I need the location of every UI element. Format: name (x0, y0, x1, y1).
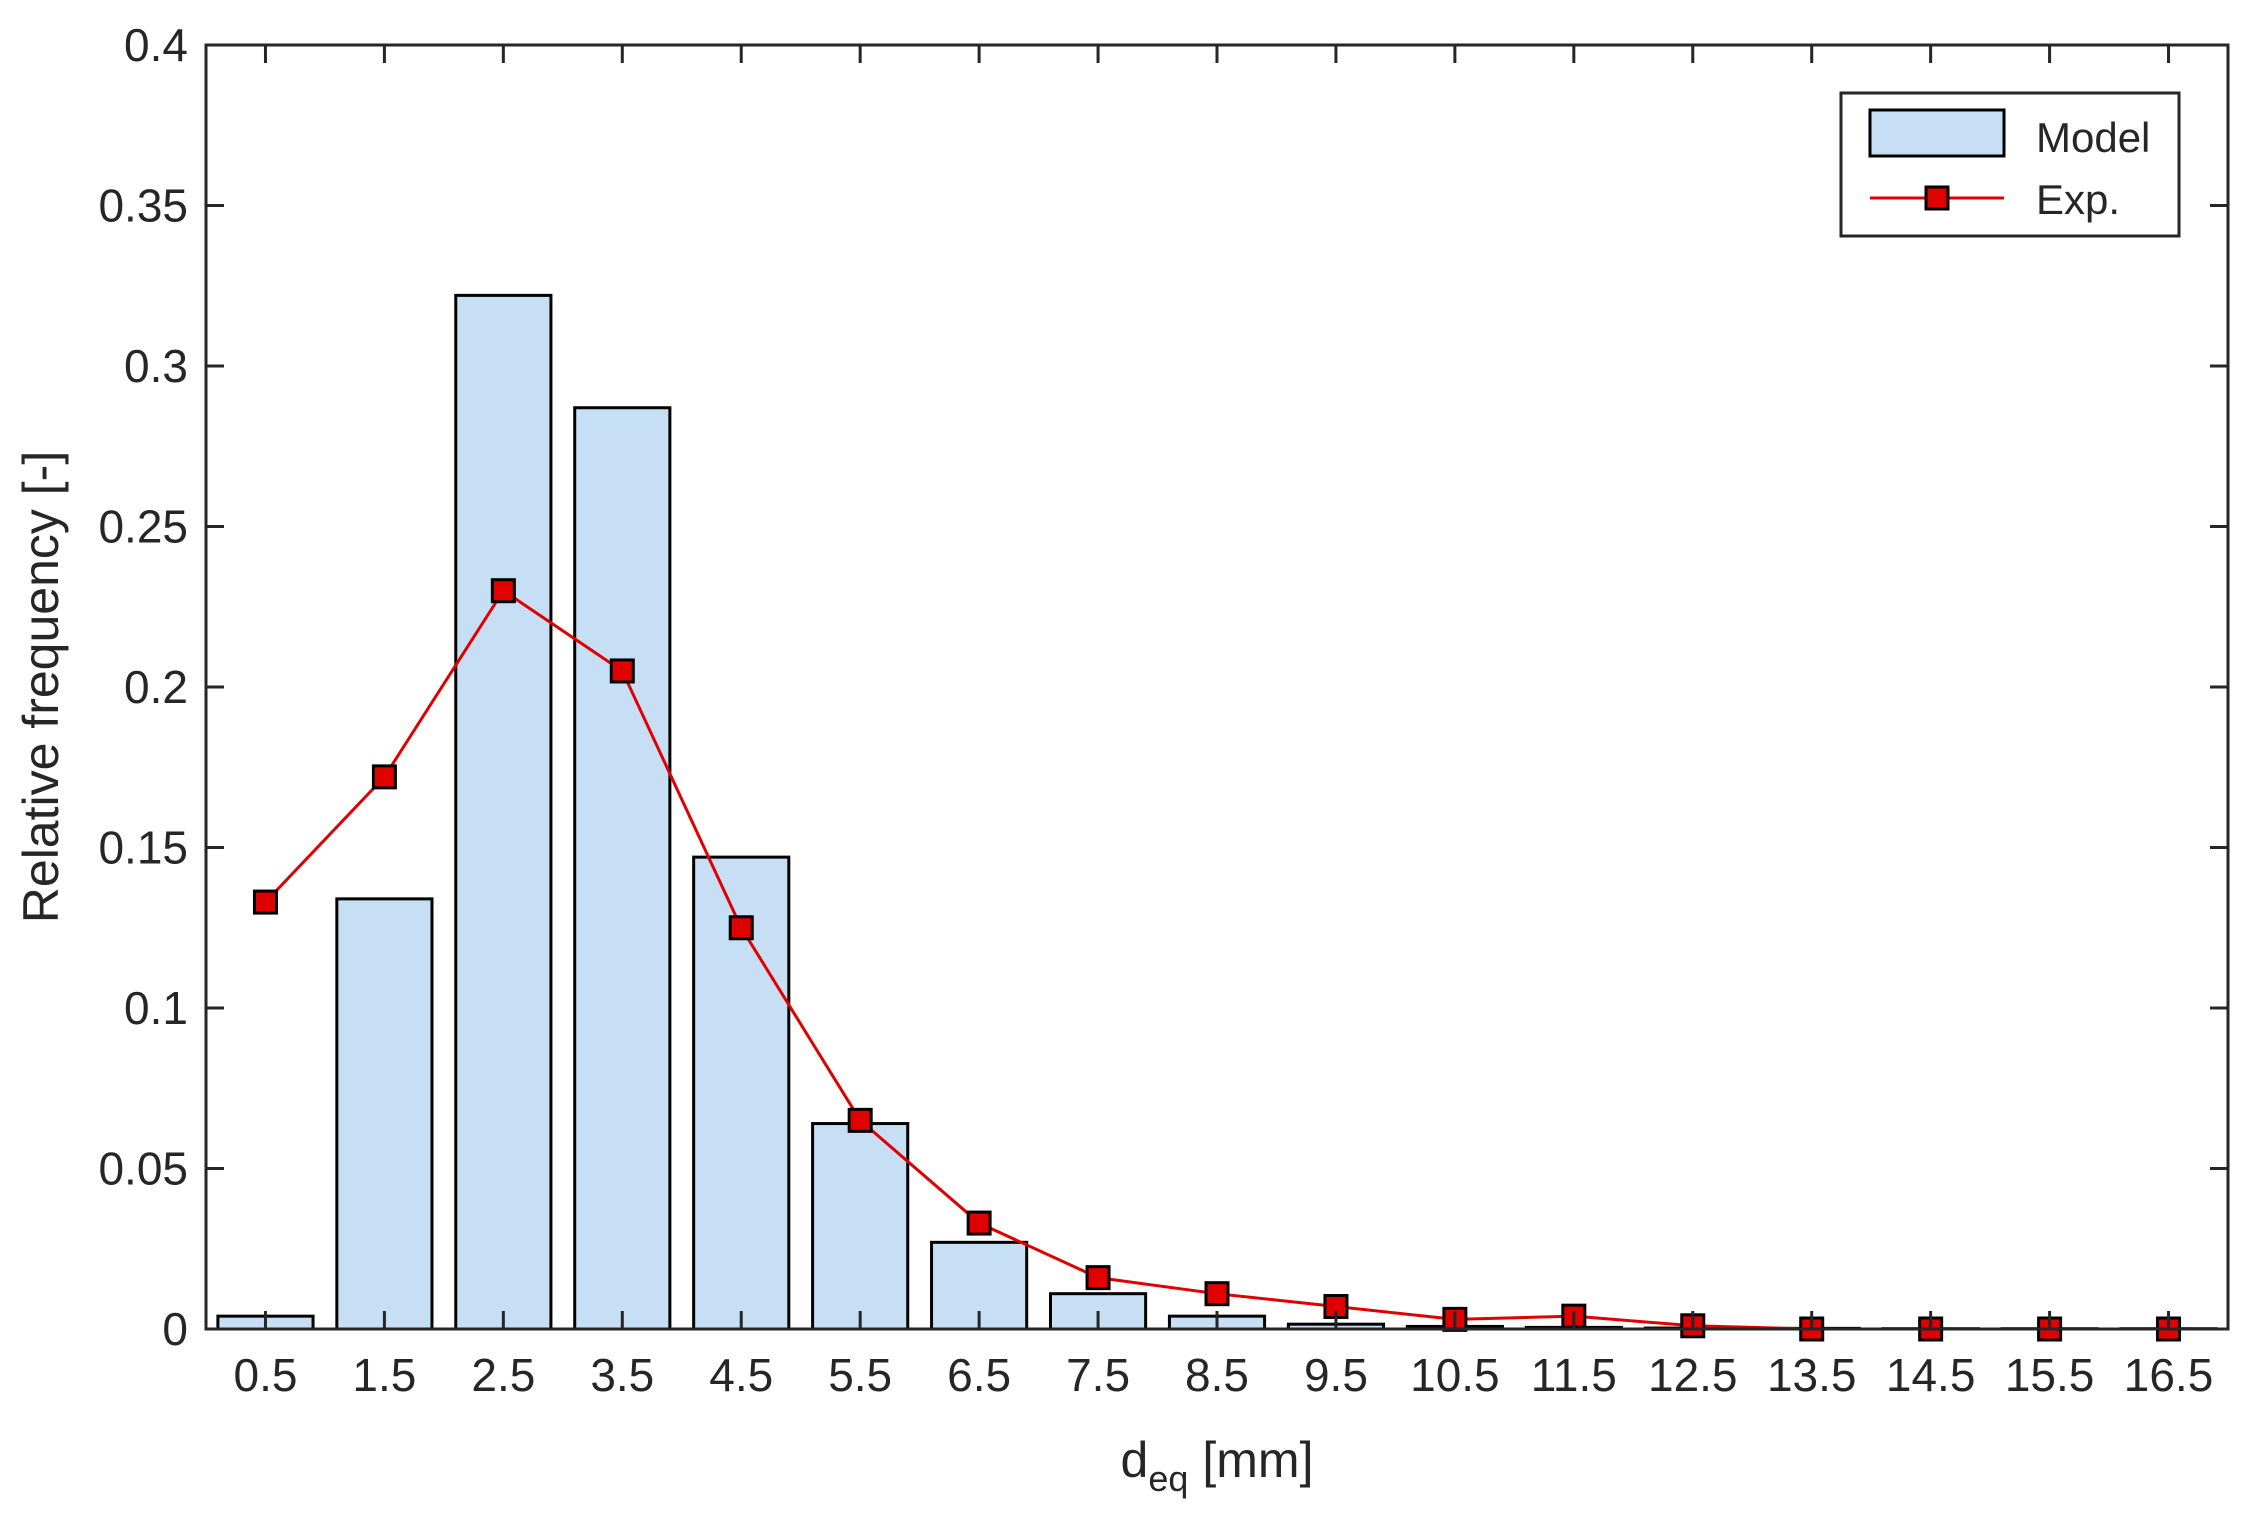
exp-point-0.5 (252, 889, 278, 915)
x-tick-label: 9.5 (1304, 1349, 1368, 1401)
y-tick-label: 0.25 (98, 501, 188, 553)
x-tick-label: 12.5 (1648, 1349, 1738, 1401)
x-axis-label-unit: [mm] (1202, 1432, 1313, 1488)
legend: Model Exp. (1839, 91, 2181, 238)
x-tick-label: 13.5 (1767, 1349, 1857, 1401)
exp-point-8.5 (1204, 1281, 1230, 1307)
y-tick-label: 0.1 (124, 982, 188, 1034)
exp-point-7.5 (1085, 1265, 1111, 1291)
x-tick-label: 11.5 (1531, 1349, 1617, 1401)
x-tick-label: 5.5 (828, 1349, 892, 1401)
x-tick-label: 4.5 (709, 1349, 773, 1401)
exp-point-5.5 (847, 1107, 873, 1133)
y-tick-label: 0.05 (98, 1143, 188, 1195)
exp-point-6.5 (966, 1210, 992, 1236)
x-tick-label: 6.5 (947, 1349, 1011, 1401)
bar-5.5 (811, 1122, 910, 1331)
x-axis-label-main: d (1121, 1432, 1149, 1488)
x-axis-label-subscript: eq (1148, 1458, 1188, 1499)
x-tick-label: 16.5 (2124, 1349, 2214, 1401)
legend-exp-marker (1924, 185, 1950, 211)
y-axis-label: Relative frequency [-] (13, 451, 69, 923)
exp-point-1.5 (371, 764, 397, 790)
x-tick-label: 15.5 (2005, 1349, 2095, 1401)
exp-point-4.5 (728, 915, 754, 941)
x-tick-label: 3.5 (590, 1349, 654, 1401)
y-tick-label: 0.4 (124, 19, 188, 71)
x-axis-label: deq [mm] (1121, 1432, 1314, 1499)
x-axis: 0.5 1.5 2.5 3.5 4.5 5.5 6.5 7.5 8.5 9.5 10.5 11.5 12… (233, 45, 2213, 1401)
x-tick-label: 0.5 (233, 1349, 297, 1401)
y-tick-label: 0 (162, 1303, 188, 1355)
exp-point-2.5 (490, 578, 516, 604)
y-tick-label: 0.3 (124, 340, 188, 392)
y-axis: 0 0.05 0.1 0.15 0.2 0.25 0.3 0.35 0.4 (98, 19, 2228, 1355)
y-tick-label: 0.15 (98, 822, 188, 874)
legend-exp-label: Exp. (2036, 176, 2120, 223)
bar-3.5 (573, 406, 672, 1331)
legend-model-swatch (1868, 108, 2006, 158)
exp-point-3.5 (609, 658, 635, 684)
x-tick-label: 2.5 (471, 1349, 535, 1401)
y-tick-label: 0.35 (98, 180, 188, 232)
legend-model-label: Model (2036, 114, 2150, 161)
x-tick-label: 1.5 (352, 1349, 416, 1401)
plot-frame (204, 43, 2230, 1331)
x-tick-label: 7.5 (1066, 1349, 1130, 1401)
x-tick-label: 8.5 (1185, 1349, 1249, 1401)
x-tick-label: 10.5 (1410, 1349, 1500, 1401)
x-tick-label: 14.5 (1886, 1349, 1976, 1401)
model-bars (216, 293, 2218, 1331)
y-tick-label: 0.2 (124, 661, 188, 713)
bar-1.5 (335, 897, 434, 1331)
bar-2.5 (454, 293, 553, 1331)
